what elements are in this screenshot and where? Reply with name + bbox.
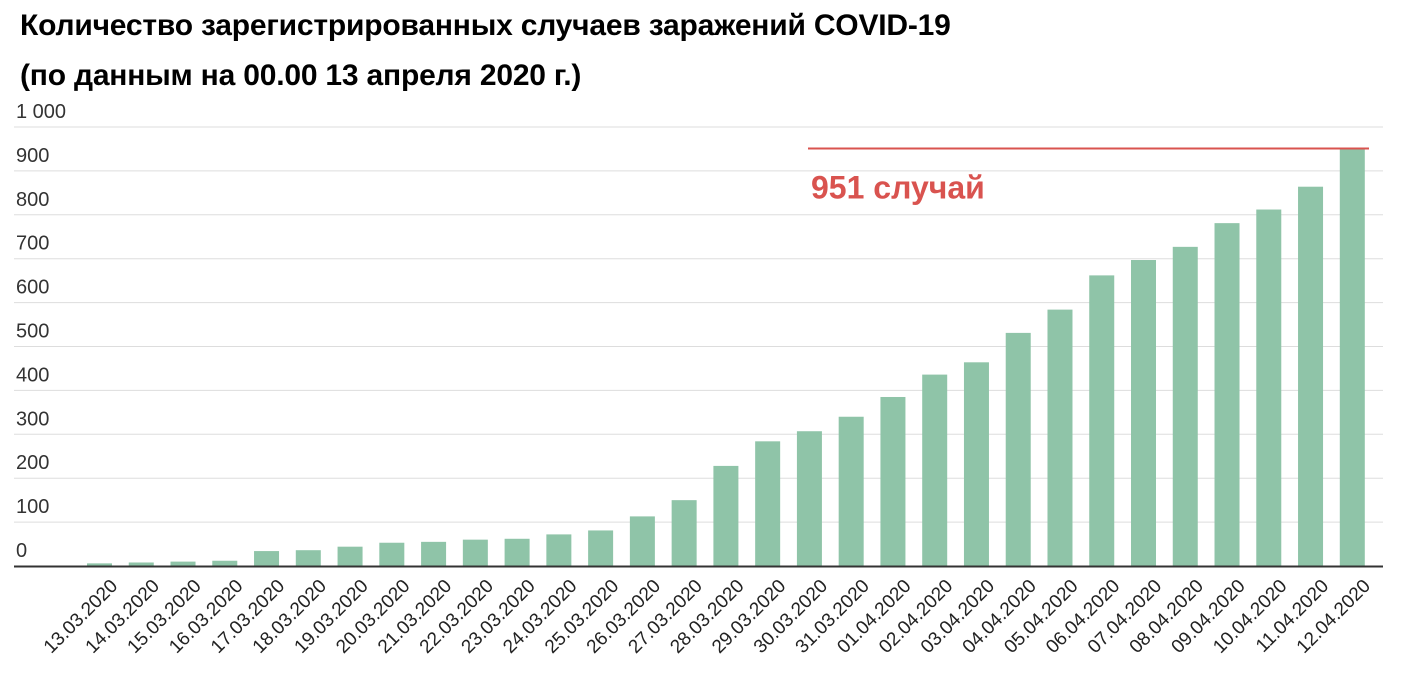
annotation-label: 951 случай <box>811 170 985 206</box>
y-tick-label: 400 <box>16 364 49 386</box>
bar <box>295 550 321 566</box>
bar <box>671 500 697 566</box>
bar <box>1005 332 1031 566</box>
bars <box>87 148 1365 567</box>
bar <box>1339 148 1365 567</box>
bar <box>379 542 405 566</box>
bar <box>755 441 781 566</box>
bar <box>713 465 739 566</box>
y-tick-label: 500 <box>16 321 49 343</box>
bar <box>1131 260 1156 566</box>
y-axis-ticks: 0 100 200 300 400 500 600 700 800 900 1 000 <box>16 101 66 562</box>
chart-title-line-1: Количество зарегистрированных случаев за… <box>20 9 951 42</box>
bar <box>963 362 989 566</box>
y-tick-label: 700 <box>16 233 49 255</box>
y-tick-label: 100 <box>16 496 49 518</box>
bar <box>504 538 530 566</box>
bar <box>588 530 614 566</box>
y-tick-label: 1 000 <box>16 101 66 123</box>
bar <box>1298 186 1324 567</box>
bar <box>170 561 196 566</box>
annotation: 951 случай <box>808 147 1369 206</box>
bar <box>1089 275 1115 566</box>
chart-title-line-2: (по данным на 00.00 13 апреля 2020 г.) <box>20 59 582 92</box>
y-tick-label: 300 <box>16 408 49 430</box>
bar <box>87 563 112 566</box>
bar <box>254 551 280 566</box>
bar <box>212 560 238 566</box>
y-tick-label: 600 <box>16 277 49 299</box>
bar <box>337 546 363 566</box>
bar <box>421 541 447 566</box>
y-tick-label: 0 <box>16 540 27 562</box>
y-tick-label: 800 <box>16 189 49 211</box>
y-tick-label: 200 <box>16 452 49 474</box>
bar <box>128 562 154 566</box>
x-axis-ticks: 13.03.202014.03.202015.03.202016.03.2020… <box>40 576 1375 658</box>
bar <box>546 534 572 566</box>
bar <box>1256 209 1282 567</box>
bar <box>838 416 864 566</box>
bar <box>880 396 906 566</box>
bar <box>1172 246 1198 567</box>
bar <box>796 431 822 566</box>
y-tick-label: 900 <box>16 145 49 167</box>
bar <box>922 374 948 566</box>
bar <box>1214 223 1240 567</box>
bar <box>1047 309 1073 566</box>
bar <box>462 539 488 566</box>
bar <box>629 516 655 566</box>
